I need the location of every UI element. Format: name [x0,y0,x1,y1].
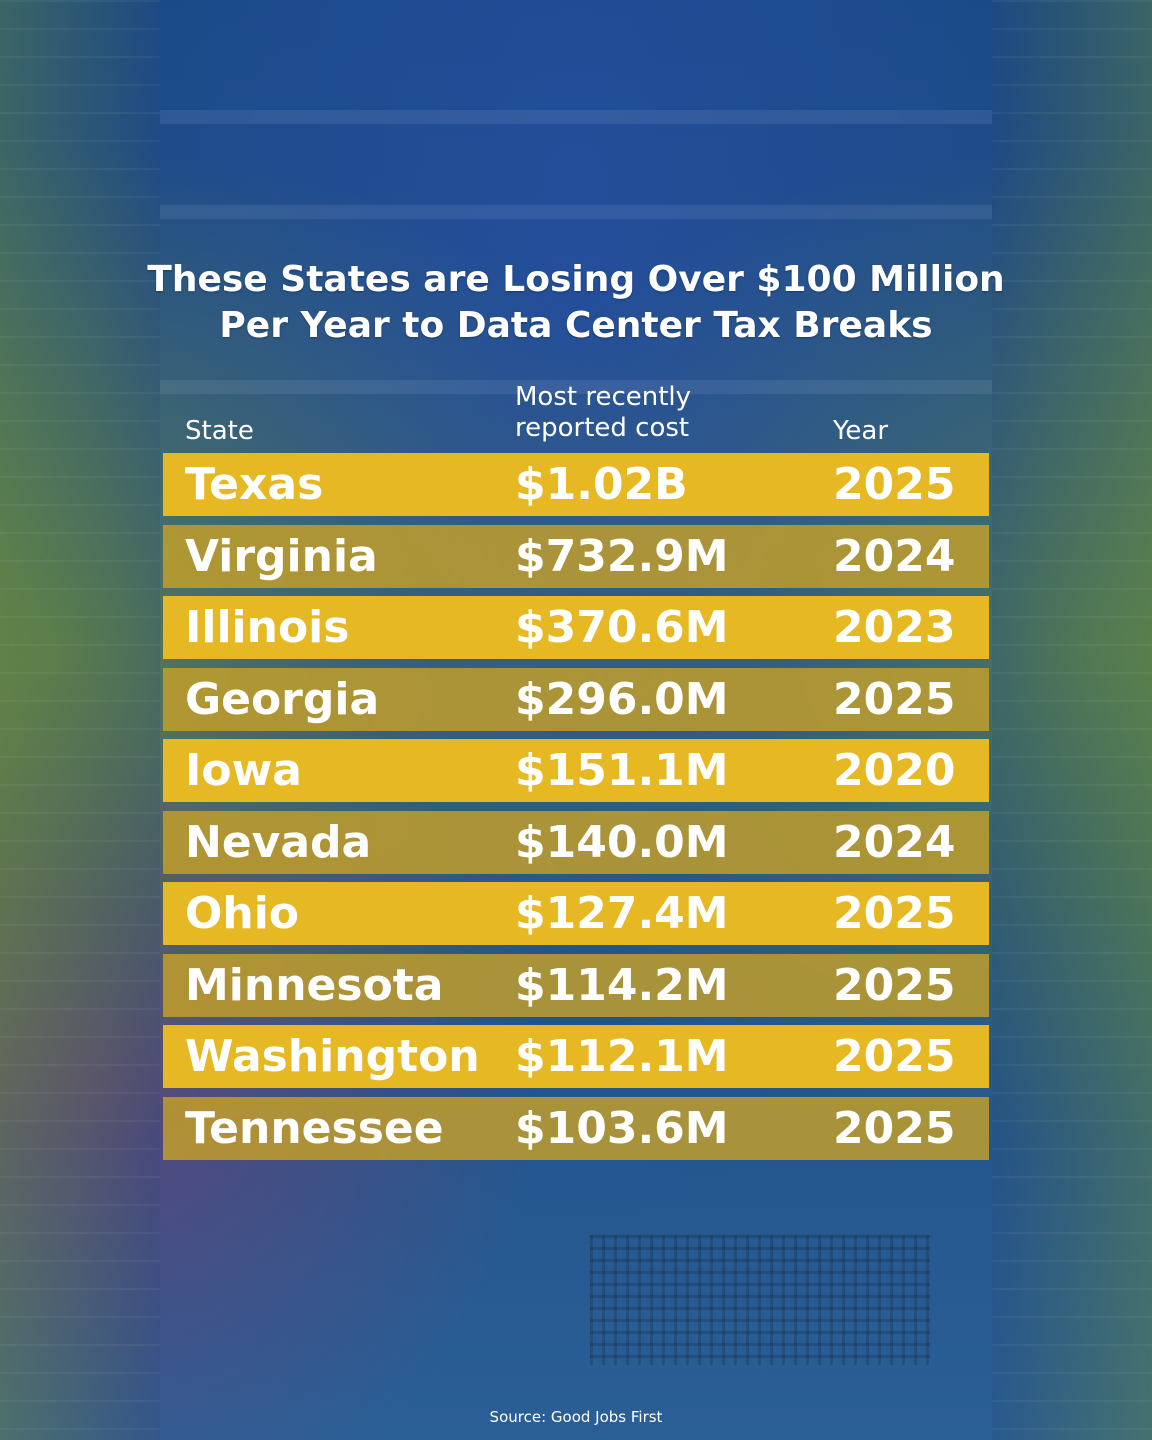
title-line-2: Per Year to Data Center Tax Breaks [219,305,933,346]
state-cell: Iowa [185,745,302,796]
table-row: Tennessee $103.6M 2025 [163,1096,989,1160]
year-cell: 2023 [833,602,956,653]
page-title: These States are Losing Over $100 Millio… [0,257,1152,349]
state-cell: Nevada [185,816,372,868]
state-cell: Minnesota [185,959,444,1011]
table-row: Minnesota $114.2M 2025 [163,953,989,1017]
header-state: State [185,416,254,446]
cost-cell: $140.0M [515,816,729,868]
table-row: Nevada $140.0M 2024 [163,810,989,874]
year-cell: 2020 [833,745,956,796]
source-credit: Source: Good Jobs First [489,1408,663,1426]
table-row: Georgia $296.0M 2025 [163,667,989,731]
cost-cell: $127.4M [515,888,729,939]
ceiling-beam [160,110,992,124]
cost-cell: $112.1M [515,1031,729,1082]
floor-grate [590,1235,930,1365]
state-cell: Tennessee [185,1102,444,1154]
cost-cell: $370.6M [515,602,729,653]
year-cell: 2025 [833,959,956,1011]
cost-cell: $296.0M [515,673,729,725]
cost-cell: $114.2M [515,959,729,1011]
header-cost-line-2: reported cost [515,413,690,443]
state-cell: Washington [185,1031,480,1082]
table-row: Iowa $151.1M 2020 [163,739,989,802]
year-cell: 2025 [833,459,956,510]
cost-cell: $732.9M [515,530,729,582]
header-year: Year [833,416,889,446]
table-row: Washington $112.1M 2025 [163,1025,989,1088]
cost-cell: $1.02B [515,459,688,510]
year-cell: 2024 [833,816,956,868]
table-header: State Most recently reported cost Year [0,380,1152,450]
table-row: Illinois $370.6M 2023 [163,596,989,659]
ceiling-beam [160,380,992,394]
header-cost-line-1: Most recently [515,382,692,412]
year-cell: 2025 [833,1031,956,1082]
ceiling-beam [160,205,992,219]
year-cell: 2025 [833,673,956,725]
state-cell: Texas [185,459,324,510]
table-row: Virginia $732.9M 2024 [163,524,989,588]
state-cell: Ohio [185,888,300,939]
year-cell: 2024 [833,530,956,582]
cost-cell: $103.6M [515,1102,729,1154]
title-line-1: These States are Losing Over $100 Millio… [147,259,1005,300]
server-rack-left [0,0,160,1440]
state-cell: Georgia [185,673,380,725]
year-cell: 2025 [833,888,956,939]
table-row: Texas $1.02B 2025 [163,453,989,516]
table-row: Ohio $127.4M 2025 [163,882,989,945]
state-cell: Virginia [185,530,378,582]
cost-cell: $151.1M [515,745,729,796]
state-cell: Illinois [185,602,350,653]
year-cell: 2025 [833,1102,956,1154]
server-rack-right [992,0,1152,1440]
header-cost: Most recently reported cost [515,382,691,444]
